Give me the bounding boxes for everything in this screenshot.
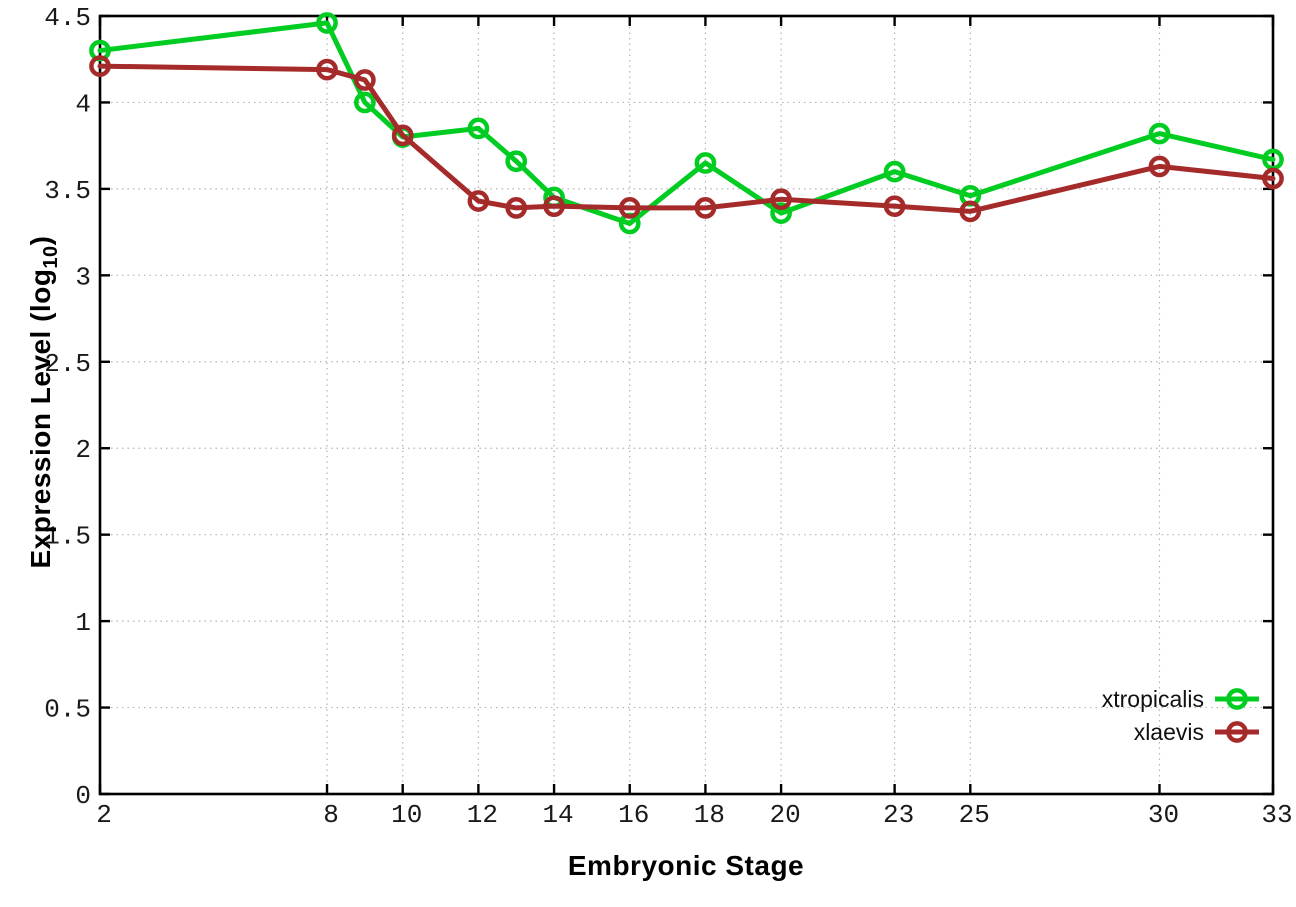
svg-text:18: 18 <box>694 800 725 830</box>
svg-text:2.5: 2.5 <box>44 349 91 379</box>
svg-text:2: 2 <box>96 800 112 830</box>
y-axis-title-text: Expression Level (log <box>25 268 57 569</box>
svg-text:4.5: 4.5 <box>44 3 91 33</box>
axis-ticks <box>98 14 1275 796</box>
xtropicalis-line-marker-icon <box>1215 688 1259 710</box>
x-axis-title: Embryonic Stage <box>567 850 805 881</box>
x-tick-labels: 2 8 10 12 14 16 18 20 23 25 30 33 <box>96 800 1292 830</box>
y-axis-title: Expression Level (log10) <box>25 236 63 569</box>
legend-label-xtropicalis: xtropicalis <box>1101 685 1204 712</box>
svg-text:4: 4 <box>75 89 91 119</box>
series-xlaevis <box>89 55 1284 223</box>
series-xtropicalis <box>89 12 1284 235</box>
svg-text:16: 16 <box>618 800 649 830</box>
svg-text:1: 1 <box>75 608 91 638</box>
gridlines <box>100 16 1273 794</box>
legend-item-xlaevis: xlaevis <box>1102 717 1260 747</box>
y-axis-title-close: ) <box>25 235 57 246</box>
svg-text:2: 2 <box>75 435 91 465</box>
svg-text:8: 8 <box>323 800 339 830</box>
svg-text:0.5: 0.5 <box>44 695 91 725</box>
svg-text:1.5: 1.5 <box>44 522 91 552</box>
svg-text:23: 23 <box>883 800 914 830</box>
svg-text:30: 30 <box>1148 800 1179 830</box>
legend-label-xlaevis: xlaevis <box>1133 718 1204 745</box>
y-tick-labels: 0 0.5 1 1.5 2 2.5 3 3.5 4 4.5 <box>44 3 91 811</box>
plot-border <box>98 14 1275 796</box>
svg-text:20: 20 <box>769 800 800 830</box>
svg-text:10: 10 <box>391 800 422 830</box>
svg-text:0: 0 <box>75 781 91 811</box>
svg-text:33: 33 <box>1261 800 1292 830</box>
legend: xtropicalis xlaevis <box>1102 684 1260 747</box>
svg-text:3.5: 3.5 <box>44 176 91 206</box>
svg-text:14: 14 <box>542 800 573 830</box>
svg-text:3: 3 <box>75 262 91 292</box>
legend-item-xtropicalis: xtropicalis <box>1102 684 1260 714</box>
svg-text:12: 12 <box>467 800 498 830</box>
xlaevis-line-marker-icon <box>1215 721 1259 743</box>
y-axis-title-subscript: 10 <box>39 245 62 269</box>
svg-text:25: 25 <box>959 800 990 830</box>
